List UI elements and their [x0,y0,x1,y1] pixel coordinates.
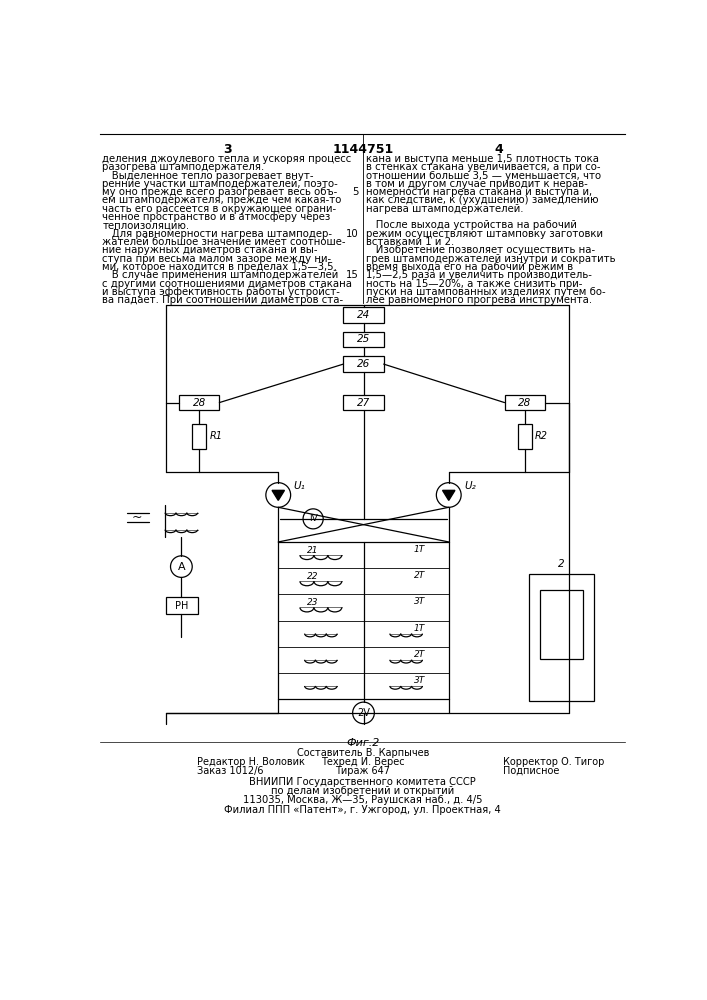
Text: 3T: 3T [414,676,425,685]
Text: R1: R1 [209,431,222,441]
Text: Фиг.2: Фиг.2 [347,738,380,748]
Text: деления джоулевого тепла и ускоряя процесс: деления джоулевого тепла и ускоряя проце… [103,154,351,164]
Text: 28: 28 [518,398,532,408]
Text: жателей большое значение имеет соотноше-: жателей большое значение имеет соотноше- [103,237,346,247]
Text: ВНИИПИ Государственного комитета СССР: ВНИИПИ Государственного комитета СССР [250,777,476,787]
Text: 4: 4 [495,143,503,156]
Text: теплоизоляцию.: теплоизоляцию. [103,220,189,230]
Text: 22: 22 [308,572,319,581]
Text: 25: 25 [357,334,370,344]
Text: режим осуществляют штамповку заготовки: режим осуществляют штамповку заготовки [366,229,603,239]
Text: 15: 15 [346,270,359,280]
Text: Филиал ППП «Патент», г. Ужгород, ул. Проектная, 4: Филиал ППП «Патент», г. Ужгород, ул. Про… [224,805,501,815]
Text: Техред И. Верес: Техред И. Верес [321,757,404,767]
Text: U₁: U₁ [293,481,305,491]
Text: 2T: 2T [414,650,425,659]
Text: в стенках стакана увеличивается, а при со-: в стенках стакана увеличивается, а при с… [366,162,600,172]
Text: 5: 5 [352,187,359,197]
Text: ем штамподержателя, прежде чем какая-то: ем штамподержателя, прежде чем какая-то [103,195,341,205]
Text: номерности нагрева стакана и выступа и,: номерности нагрева стакана и выступа и, [366,187,592,197]
Text: ность на 15—20%, а также снизить при-: ность на 15—20%, а также снизить при- [366,279,582,289]
Polygon shape [443,490,455,500]
Text: После выхода устройства на рабочий: После выхода устройства на рабочий [366,220,577,230]
Text: A: A [177,562,185,572]
Text: 24: 24 [357,310,370,320]
Bar [540,590,583,659]
Bar [344,307,384,323]
Text: нагрева штамподержателей.: нагрева штамподержателей. [366,204,523,214]
Text: Редактор Н. Воловик: Редактор Н. Воловик [197,757,305,767]
Text: 10: 10 [346,229,359,239]
Text: U₂: U₂ [464,481,476,491]
Text: Изобретение позволяет осуществить на-: Изобретение позволяет осуществить на- [366,245,595,255]
Text: время выхода его на рабочий режим в: время выхода его на рабочий режим в [366,262,573,272]
Text: Тираж 647: Тираж 647 [335,766,390,776]
Text: IV: IV [309,514,317,523]
Text: Выделенное тепло разогревает внут-: Выделенное тепло разогревает внут- [103,171,314,181]
Text: лее равномерного прогрева инструмента.: лее равномерного прогрева инструмента. [366,295,592,305]
Text: Корректор О. Тигор: Корректор О. Тигор [503,757,604,767]
Text: как следствие, к (ухудшению) замедлению: как следствие, к (ухудшению) замедлению [366,195,598,205]
Text: му оно прежде всего разогревает весь объ-: му оно прежде всего разогревает весь объ… [103,187,337,197]
Text: вставками 1 и 2.: вставками 1 и 2. [366,237,454,247]
Text: 23: 23 [308,598,319,607]
Text: 3T: 3T [414,597,425,606]
Text: кана и выступа меньше 1,5 плотность тока: кана и выступа меньше 1,5 плотность тока [366,154,599,164]
Text: 26: 26 [357,359,370,369]
Text: 2: 2 [559,559,565,569]
Polygon shape [272,490,284,500]
Text: разогрева штамподержателя.: разогрева штамподержателя. [103,162,264,172]
Text: по делам изобретений и открытий: по делам изобретений и открытий [271,786,455,796]
Text: ми, которое находится в пределах 1,5—3,5.: ми, которое находится в пределах 1,5—3,5… [103,262,337,272]
Text: ~: ~ [132,511,141,524]
Text: РН: РН [175,601,189,611]
Text: пуски на штампованных изделиях путем бо-: пуски на штампованных изделиях путем бо- [366,287,605,297]
Text: с другими соотношениями диаметров стакана: с другими соотношениями диаметров стакан… [103,279,352,289]
Text: 1,5—2,5 раза и увеличить производитель-: 1,5—2,5 раза и увеличить производитель- [366,270,592,280]
Text: 2V: 2V [357,708,370,718]
Bar [166,597,199,614]
Text: отношении больше 3,5 — уменьшается, что: отношении больше 3,5 — уменьшается, что [366,171,601,181]
Text: 113035, Москва, Ж—35, Раушская наб., д. 4/5: 113035, Москва, Ж—35, Раушская наб., д. … [243,795,482,805]
Text: 1T: 1T [414,624,425,633]
Text: ступа при весьма малом зазоре между ни-: ступа при весьма малом зазоре между ни- [103,254,332,264]
Text: ние наружных диаметров стакана и вы-: ние наружных диаметров стакана и вы- [103,245,318,255]
Bar [179,395,219,410]
Text: Подписное: Подписное [503,766,559,776]
Text: Заказ 1012/6: Заказ 1012/6 [197,766,264,776]
Text: часть его рассеется в окружающее ограни-: часть его рассеется в окружающее ограни- [103,204,337,214]
Text: Составитель В. Карпычев: Составитель В. Карпычев [296,748,429,758]
Text: R2: R2 [534,431,548,441]
Text: 21: 21 [308,546,319,555]
Text: грев штамподержателей изнутри и сократить: грев штамподержателей изнутри и сократит… [366,254,615,264]
Text: 28: 28 [192,398,206,408]
Bar [192,424,206,449]
Bar [344,356,384,372]
Text: Для равномерности нагрева штамподер-: Для равномерности нагрева штамподер- [103,229,332,239]
Bar [344,395,384,410]
Bar [505,395,545,410]
Text: ва падает. При соотношении диаметров ста-: ва падает. При соотношении диаметров ста… [103,295,344,305]
Text: 1T: 1T [414,545,425,554]
Text: 3: 3 [223,143,232,156]
Text: 27: 27 [357,398,370,408]
Text: ренние участки штамподержателей, поэто-: ренние участки штамподержателей, поэто- [103,179,338,189]
Bar [518,424,532,449]
Text: 2T: 2T [414,571,425,580]
Text: и выступа эффективность работы устройст-: и выступа эффективность работы устройст- [103,287,340,297]
Text: 1144751: 1144751 [332,143,393,156]
Text: в том и другом случае приводит к нерав-: в том и другом случае приводит к нерав- [366,179,588,189]
Text: В случае применения штамподержателей: В случае применения штамподержателей [103,270,339,280]
Text: ченное пространство и в атмосферу через: ченное пространство и в атмосферу через [103,212,331,222]
Bar [344,332,384,347]
Bar [529,574,595,701]
